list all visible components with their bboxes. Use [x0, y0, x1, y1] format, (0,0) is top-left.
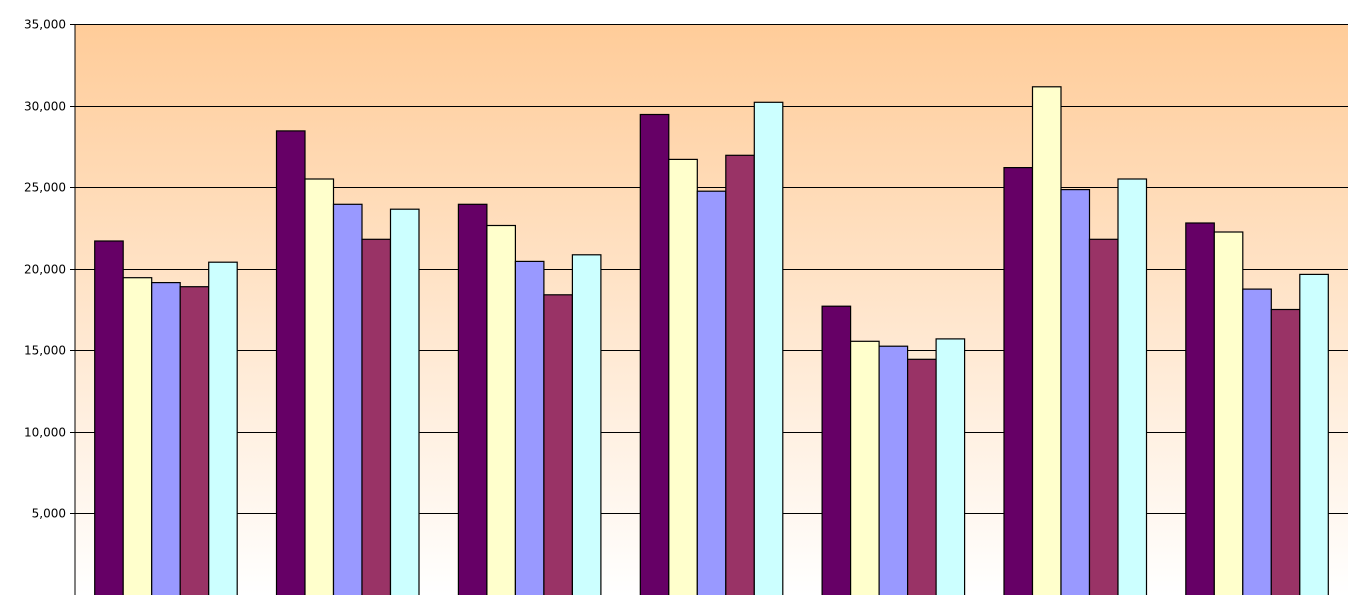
bar-series-2-group-7 — [1213, 231, 1244, 595]
bar-series-4-group-4 — [725, 154, 755, 595]
y-tick-label: 30,000 — [24, 100, 66, 114]
bar-series-3-group-1 — [151, 282, 181, 595]
y-tick-label: 10,000 — [24, 426, 66, 440]
bar-series-5-group-1 — [208, 261, 238, 595]
bar-series-5-group-7 — [1299, 273, 1329, 595]
bar-series-1-group-7 — [1185, 222, 1215, 595]
y-tick-label: 20,000 — [24, 263, 66, 277]
bar-series-2-group-3 — [486, 224, 516, 595]
bars-group — [94, 86, 1329, 595]
bar-series-1-group-4 — [639, 113, 670, 595]
y-axis-ticks: 5,000 10,000 15,000 20,000 25,000 30,000 35,00… — [24, 18, 75, 521]
bar-series-3-group-6 — [1060, 189, 1091, 595]
bar-series-2-group-4 — [668, 158, 698, 595]
bar-series-4-group-5 — [906, 358, 937, 595]
bar-series-1-group-5 — [821, 305, 852, 595]
bar-series-3-group-5 — [878, 345, 909, 595]
y-tick-label: 25,000 — [24, 181, 66, 195]
y-tick-label: 15,000 — [24, 344, 66, 358]
bar-series-4-group-7 — [1270, 308, 1301, 595]
bar-series-5-group-5 — [935, 338, 966, 595]
bar-series-2-group-2 — [304, 178, 335, 595]
bar-series-5-group-4 — [753, 101, 784, 595]
bar-series-2-group-1 — [122, 277, 153, 595]
bar-series-3-group-2 — [332, 203, 363, 595]
bar-series-3-group-7 — [1242, 288, 1272, 595]
bar-series-1-group-6 — [1003, 167, 1034, 595]
bar-series-2-group-5 — [849, 340, 880, 595]
bar-series-1-group-3 — [457, 203, 488, 595]
bar-series-4-group-6 — [1088, 238, 1119, 595]
bar-series-2-group-6 — [1031, 86, 1062, 595]
bar-series-3-group-4 — [696, 190, 727, 595]
y-tick-label: 5,000 — [32, 507, 66, 521]
bar-series-3-group-3 — [514, 260, 545, 595]
bar-series-4-group-2 — [361, 238, 392, 595]
bar-series-1-group-1 — [94, 240, 124, 595]
y-tick-label: 35,000 — [24, 18, 66, 32]
bar-series-4-group-1 — [179, 286, 210, 595]
bar-series-5-group-2 — [389, 208, 420, 595]
bar-series-5-group-3 — [571, 254, 602, 595]
bar-series-4-group-3 — [543, 294, 574, 595]
bar-series-1-group-2 — [275, 130, 306, 595]
bar-series-5-group-6 — [1117, 178, 1148, 595]
